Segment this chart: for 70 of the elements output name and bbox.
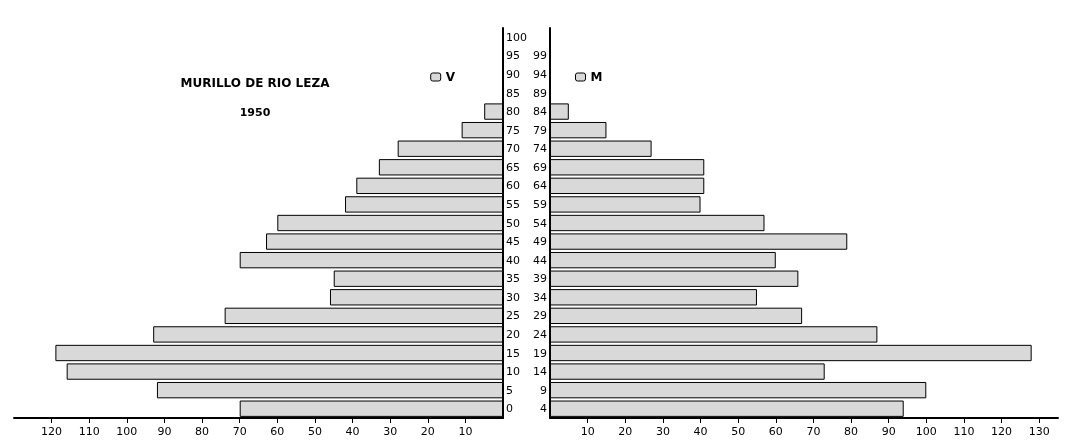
y-tick-label: 74	[533, 142, 547, 156]
x-tick-label: 130	[1028, 425, 1050, 438]
x-tick-label: 120	[41, 425, 63, 438]
y-tick-label: 34	[533, 290, 547, 304]
y-tick-label: 30	[506, 290, 520, 304]
legend-label: V	[445, 70, 456, 84]
y-tick-label: 0	[506, 402, 513, 416]
x-tick-label: 30	[655, 425, 670, 438]
x-tick-label: 70	[806, 425, 821, 438]
text: MURILLO DE RIO LEZA	[180, 76, 331, 90]
y-tick-label: 35	[506, 272, 520, 286]
text: 1950	[239, 106, 271, 119]
x-tick-label: 80	[195, 425, 210, 438]
x-tick-label: 20	[420, 425, 435, 438]
y-tick-label: 60	[506, 179, 520, 193]
x-tick-label: 30	[383, 425, 398, 438]
x-tick-label: 20	[618, 425, 633, 438]
y-tick-label: 65	[506, 160, 520, 174]
y-tick-label: 59	[533, 197, 547, 211]
y-tick-label: 89	[533, 86, 547, 100]
y-tick-label: 50	[506, 216, 520, 230]
y-tick-label: 24	[533, 327, 547, 341]
x-tick-label: 80	[844, 425, 859, 438]
y-tick-label: 25	[506, 309, 520, 323]
x-tick-label: 60	[768, 425, 783, 438]
y-tick-label: 100	[506, 30, 527, 44]
y-tick-label: 20	[506, 327, 520, 341]
y-tick-label: 40	[506, 253, 520, 267]
x-tick-label: 110	[78, 425, 100, 438]
y-tick-label: 69	[533, 160, 547, 174]
y-tick-label: 94	[533, 67, 547, 81]
y-tick-label: 99	[533, 49, 547, 63]
y-tick-label: 44	[533, 253, 547, 267]
y-tick-label: 19	[533, 346, 547, 360]
y-tick-label: 55	[506, 197, 520, 211]
legend-label: M	[590, 70, 603, 84]
y-tick-label: 10	[506, 365, 520, 379]
x-tick-label: 70	[232, 425, 247, 438]
x-tick-label: 50	[731, 425, 746, 438]
x-tick-label: 120	[991, 425, 1013, 438]
x-tick-label: 90	[157, 425, 172, 438]
y-tick-label: 49	[533, 235, 547, 249]
x-tick-label: 10	[458, 425, 473, 438]
y-tick-label: 75	[506, 123, 520, 137]
x-tick-label: 50	[307, 425, 322, 438]
y-tick-label: 85	[506, 86, 520, 100]
y-tick-label: 4	[540, 402, 547, 416]
y-tick-label: 64	[533, 179, 547, 193]
y-tick-label: 5	[506, 383, 513, 397]
y-tick-label: 14	[533, 365, 547, 379]
y-tick-label: 15	[506, 346, 520, 360]
y-tick-label: 39	[533, 272, 547, 286]
y-tick-label: 70	[506, 142, 520, 156]
y-tick-label: 84	[533, 105, 547, 119]
x-tick-label: 40	[345, 425, 360, 438]
y-tick-label: 9	[540, 383, 547, 397]
x-tick-label: 10	[580, 425, 595, 438]
y-tick-label: 79	[533, 123, 547, 137]
x-tick-label: 60	[270, 425, 285, 438]
x-tick-label: 40	[693, 425, 708, 438]
y-tick-label: 54	[533, 216, 547, 230]
y-tick-label: 29	[533, 309, 547, 323]
y-tick-label: 80	[506, 105, 520, 119]
y-tick-label: 95	[506, 49, 520, 63]
x-tick-label: 90	[881, 425, 896, 438]
y-tick-label: 90	[506, 67, 520, 81]
x-tick-label: 100	[116, 425, 138, 438]
x-tick-label: 100	[915, 425, 937, 438]
y-tick-label: 45	[506, 235, 520, 249]
x-tick-label: 110	[953, 425, 975, 438]
